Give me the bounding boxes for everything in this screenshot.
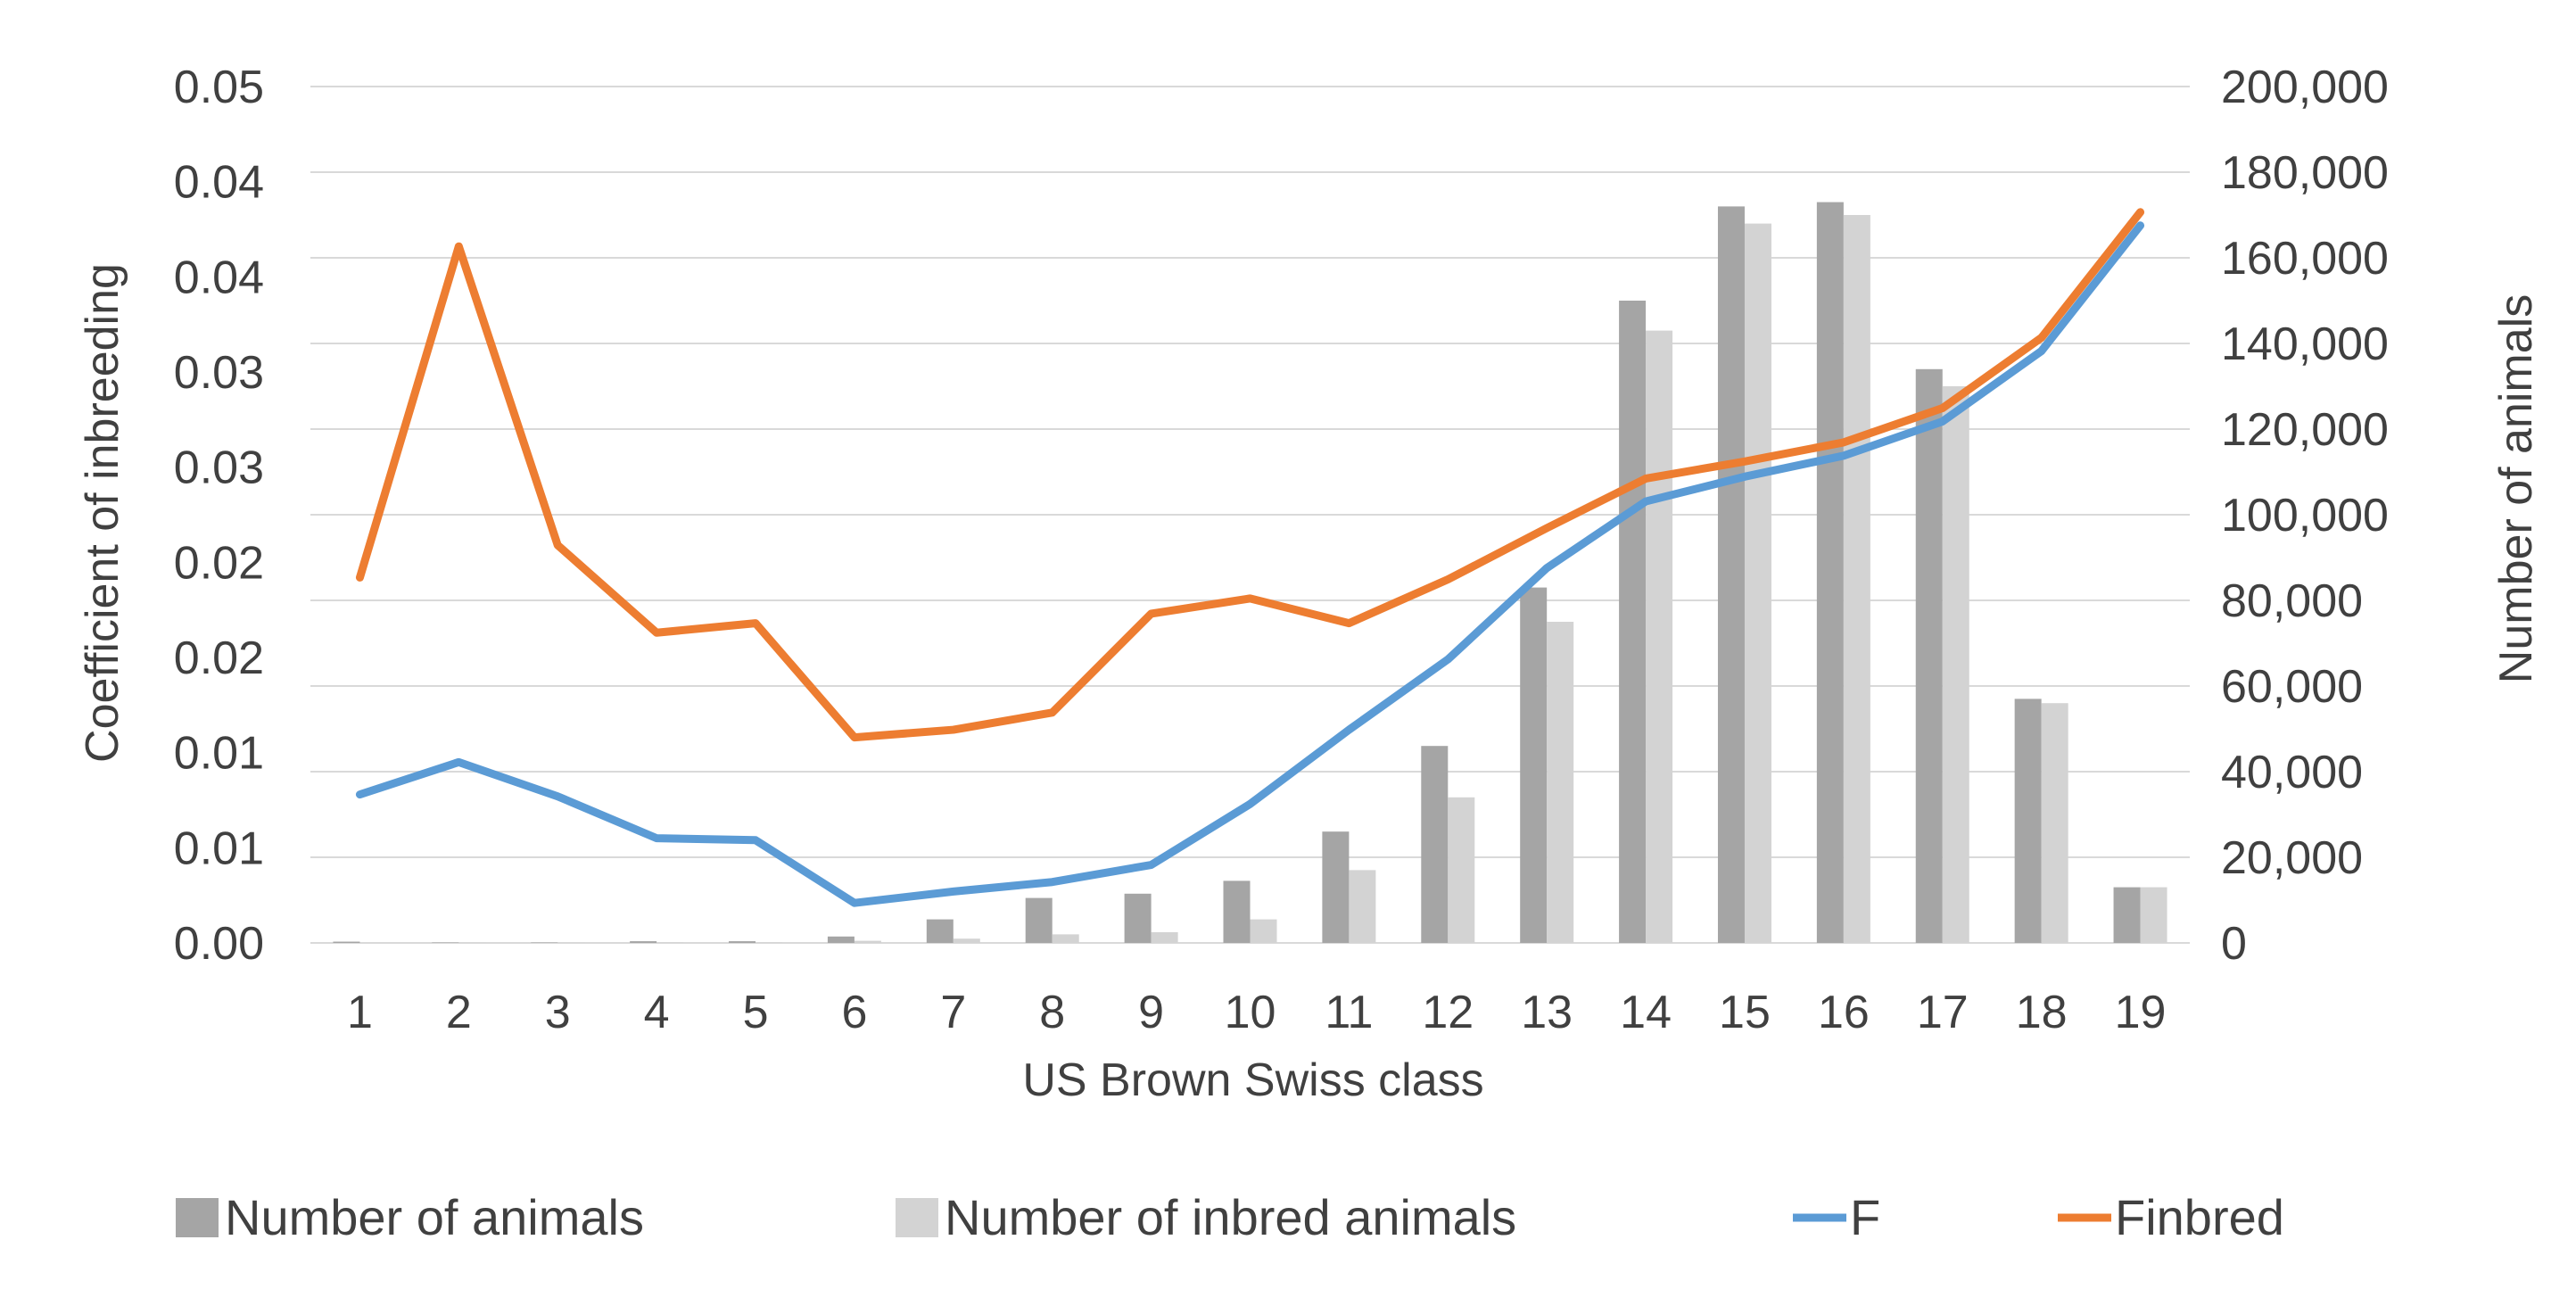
- left-tick-label: 0.03: [174, 347, 264, 399]
- bar-number-of-inbred-animals: [854, 940, 881, 943]
- x-tick-label: 9: [1138, 987, 1164, 1038]
- right-tick-label: 0: [2221, 918, 2247, 970]
- legend-label-number-of-animals: Number of animals: [225, 1189, 644, 1245]
- bar-number-of-animals: [1025, 897, 1053, 943]
- right-axis-ticks: 0 20,000 40,000 60,000 80,000 100,000 120,000 1…: [2221, 62, 2389, 970]
- line-series-finbred: [355, 208, 2145, 742]
- x-tick-label: 2: [446, 987, 472, 1038]
- x-tick-label: 14: [1620, 987, 1672, 1038]
- bar-number-of-animals: [1124, 893, 1152, 943]
- x-axis-ticks: 1 2 3 4 5 6 7 8 9 10 11 12 13 14 15 16 17 18 19: [347, 987, 2166, 1038]
- bar-number-of-inbred-animals: [2041, 703, 2068, 943]
- right-tick-label: 160,000: [2221, 233, 2389, 285]
- x-tick-label: 1: [347, 987, 373, 1038]
- legend: Number of animals Number of inbred anima…: [176, 1189, 2284, 1245]
- legend-label-finbred: Finbred: [2115, 1189, 2284, 1245]
- x-tick-label: 10: [1225, 987, 1276, 1038]
- bar-number-of-animals: [1717, 206, 1745, 943]
- right-axis-title: Number of animals: [2490, 294, 2542, 683]
- bar-number-of-inbred-animals: [1052, 934, 1079, 943]
- x-tick-label: 4: [644, 987, 670, 1038]
- right-tick-label: 20,000: [2221, 832, 2363, 884]
- bar-number-of-inbred-animals: [1547, 622, 1574, 943]
- bar-number-of-animals: [2014, 698, 2042, 943]
- bar-number-of-animals: [1223, 880, 1251, 943]
- bar-number-of-inbred-animals: [1646, 330, 1673, 944]
- left-tick-label: 0.01: [174, 822, 264, 874]
- left-tick-label: 0.01: [174, 728, 264, 780]
- right-tick-label: 140,000: [2221, 318, 2389, 370]
- left-tick-label: 0.02: [174, 632, 264, 684]
- bar-number-of-animals: [1619, 301, 1647, 943]
- left-tick-label: 0.02: [174, 537, 264, 589]
- legend-label-f: F: [1850, 1189, 1880, 1245]
- bar-number-of-animals: [333, 941, 360, 943]
- bars: [333, 202, 2167, 944]
- bar-number-of-animals: [1816, 202, 1844, 944]
- left-tick-label: 0.00: [174, 918, 264, 970]
- right-tick-label: 200,000: [2221, 62, 2389, 113]
- left-axis-title: Coefficient of inbreeding: [77, 263, 128, 763]
- x-tick-label: 3: [545, 987, 571, 1038]
- x-tick-label: 8: [1039, 987, 1065, 1038]
- x-tick-label: 17: [1917, 987, 1969, 1038]
- line-series-f: [355, 221, 2145, 907]
- x-tick-label: 16: [1818, 987, 1870, 1038]
- legend-swatch-number-of-inbred-animals: [896, 1198, 938, 1237]
- bar-number-of-inbred-animals: [1349, 870, 1376, 943]
- bar-number-of-animals: [926, 919, 954, 943]
- right-tick-label: 40,000: [2221, 747, 2363, 798]
- right-tick-label: 80,000: [2221, 575, 2363, 627]
- x-tick-label: 19: [2115, 987, 2167, 1038]
- bar-number-of-animals: [1520, 587, 1548, 943]
- left-axis-ticks: 0.00 0.01 0.01 0.02 0.02 0.03 0.03 0.04 0.04 0.05: [174, 62, 264, 970]
- bar-number-of-animals: [827, 936, 855, 943]
- legend-label-number-of-inbred-animals: Number of inbred animals: [945, 1189, 1516, 1245]
- bar-number-of-animals: [2113, 887, 2141, 943]
- bar-number-of-inbred-animals: [1448, 797, 1475, 943]
- x-axis-title: US Brown Swiss class: [1022, 1054, 1483, 1106]
- bar-number-of-inbred-animals: [1843, 215, 1870, 943]
- right-tick-label: 100,000: [2221, 490, 2389, 541]
- left-tick-label: 0.05: [174, 62, 264, 113]
- x-tick-label: 11: [1325, 987, 1373, 1038]
- series-lines: [355, 208, 2145, 907]
- left-tick-label: 0.04: [174, 252, 264, 303]
- x-tick-label: 5: [743, 987, 769, 1038]
- x-tick-label: 7: [940, 987, 966, 1038]
- left-tick-label: 0.04: [174, 157, 264, 209]
- right-tick-label: 120,000: [2221, 404, 2389, 456]
- x-tick-label: 13: [1521, 987, 1573, 1038]
- right-tick-label: 60,000: [2221, 661, 2363, 713]
- bar-number-of-animals: [630, 941, 657, 943]
- legend-swatch-number-of-animals: [176, 1198, 219, 1237]
- left-tick-label: 0.03: [174, 442, 264, 494]
- bar-number-of-inbred-animals: [953, 938, 980, 943]
- bar-number-of-inbred-animals: [1250, 919, 1277, 943]
- bar-number-of-animals: [1322, 831, 1350, 943]
- bar-number-of-inbred-animals: [1151, 932, 1178, 943]
- bar-number-of-inbred-animals: [2140, 887, 2167, 943]
- x-tick-label: 6: [841, 987, 867, 1038]
- bar-number-of-animals: [1915, 368, 1943, 943]
- bar-number-of-animals: [1421, 746, 1449, 943]
- bar-number-of-animals: [729, 941, 756, 943]
- right-tick-label: 180,000: [2221, 147, 2389, 199]
- x-tick-label: 15: [1719, 987, 1771, 1038]
- x-tick-label: 18: [2016, 987, 2068, 1038]
- bar-number-of-inbred-animals: [1942, 386, 1969, 943]
- x-tick-label: 12: [1422, 987, 1474, 1038]
- bar-number-of-inbred-animals: [1744, 223, 1771, 944]
